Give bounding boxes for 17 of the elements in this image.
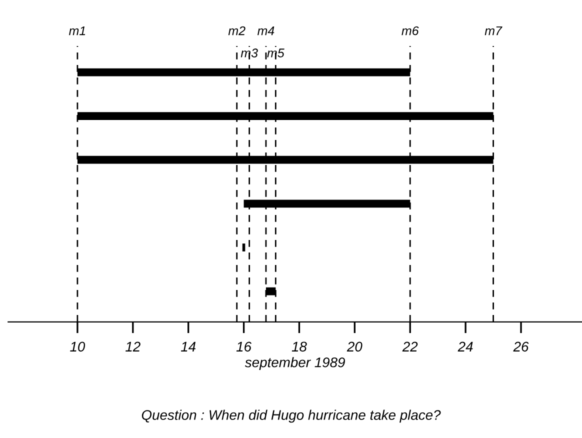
x-tick-label: 20 [346,342,362,352]
x-tick-label: 22 [402,342,418,352]
x-axis-title: september 1989 [244,357,345,370]
ref-line-label: m7 [484,26,502,36]
x-tick-label: 16 [236,342,252,352]
ref-line-label: m1 [68,26,86,36]
bar [242,244,246,252]
x-tick-label: 10 [70,342,86,352]
x-tick-label: 12 [126,342,140,352]
ref-line-label: m4 [257,26,274,36]
x-tick-label: 24 [458,342,473,352]
x-tick-label: 14 [180,342,196,352]
ref-line-label: m6 [402,26,419,36]
ref-line-label: m2 [228,26,246,36]
x-tick-label: 18 [292,342,307,352]
x-tick-label: 26 [513,342,529,352]
text: Question : When did Hugo hurricane take place? [142,410,441,423]
